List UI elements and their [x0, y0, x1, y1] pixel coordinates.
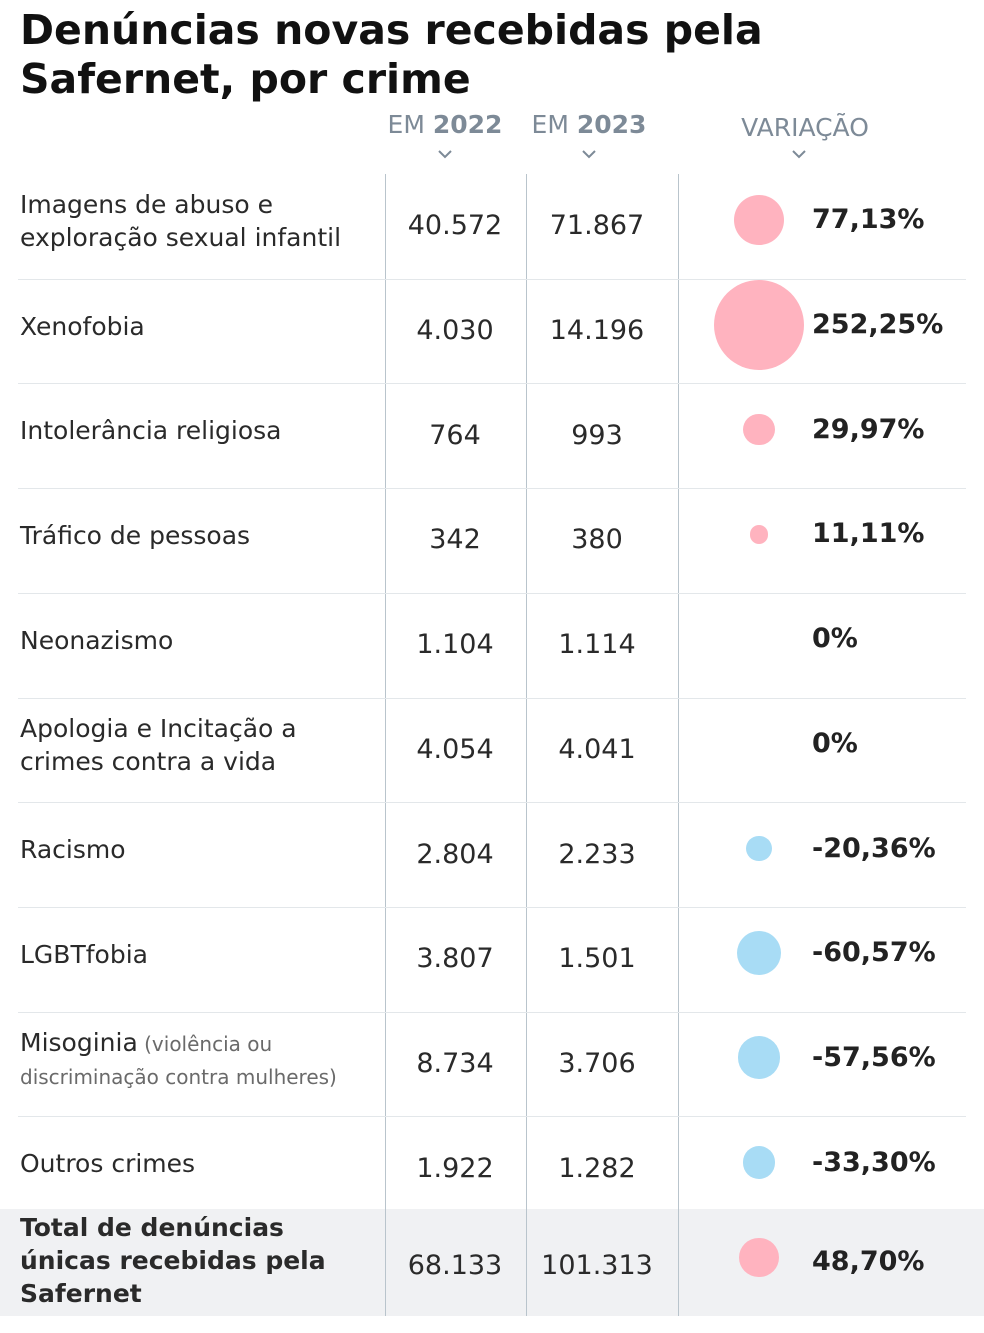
row-category-label: Xenofobia [20, 311, 145, 341]
header-variation-label: VARIAÇÃO [741, 113, 869, 142]
value-2022: 4.054 [416, 733, 494, 765]
row-divider [18, 278, 966, 280]
row-category: Imagens de abuso e exploração sexual inf… [20, 188, 380, 254]
value-2023: 3.706 [558, 1047, 636, 1079]
value-2022: 1.104 [416, 629, 494, 661]
variation-value: 0% [812, 727, 858, 759]
header-2022: EM 2022 [380, 110, 510, 139]
header-2023-prefix: EM [531, 110, 577, 139]
row-category-note: (violência ou discriminação contra mulhe… [20, 1031, 337, 1089]
value-2023: 2.233 [558, 838, 636, 870]
row-divider [18, 906, 966, 908]
page-title: Denúncias novas recebidas pela Safernet,… [20, 6, 763, 103]
column-divider [526, 174, 527, 1316]
total-row-background [0, 1209, 984, 1316]
value-2023: 71.867 [549, 210, 645, 242]
row-divider [18, 1116, 966, 1118]
value-2023: 993 [571, 419, 623, 451]
value-2023: 4.041 [558, 733, 636, 765]
total-variation-value: 48,70% [812, 1245, 925, 1277]
total-2023: 101.313 [541, 1249, 653, 1281]
variation-bubble [714, 280, 804, 371]
row-category-label: Racismo [20, 835, 126, 865]
variation-bubble [734, 195, 784, 246]
row-category: Outros crimes [20, 1147, 380, 1180]
value-2022: 3.807 [416, 943, 494, 975]
row-category: Intolerância religiosa [20, 414, 380, 447]
column-divider [678, 174, 679, 1316]
header-2023: EM 2023 [524, 110, 654, 139]
variation-value: -60,57% [812, 937, 936, 969]
value-2022: 8.734 [416, 1047, 494, 1079]
row-category-label: Outros crimes [20, 1149, 196, 1179]
value-2023: 14.196 [549, 315, 645, 347]
total-category: Total de denúncias únicas recebidas pela… [20, 1213, 326, 1308]
variation-value: 0% [812, 623, 858, 655]
row-category: Xenofobia [20, 310, 380, 343]
row-divider [18, 697, 966, 699]
row-category: Apologia e Incitação a crimes contra a v… [20, 712, 380, 778]
header-2022-year: 2022 [432, 110, 503, 139]
row-category: Tráfico de pessoas [20, 519, 380, 552]
variation-value: -20,36% [812, 832, 936, 864]
total-2022: 68.133 [407, 1249, 503, 1281]
variation-value: 29,97% [812, 413, 925, 445]
variation-bubble [742, 1146, 776, 1179]
value-2022: 342 [429, 524, 481, 556]
chevron-down-icon [438, 150, 452, 159]
variation-bubble [737, 1036, 781, 1080]
row-category: Misoginia (violência ou discriminação co… [20, 1026, 380, 1092]
chevron-down-icon [792, 150, 806, 159]
row-category-label: Tráfico de pessoas [20, 520, 251, 550]
value-2022: 4.030 [416, 315, 494, 347]
value-2022: 40.572 [407, 210, 503, 242]
row-category-label: Intolerância religiosa [20, 416, 282, 446]
row-divider [18, 1011, 966, 1013]
row-category-label: Neonazismo [20, 625, 174, 655]
value-2023: 380 [571, 524, 623, 556]
row-category-label: LGBTfobia [20, 939, 148, 969]
variation-bubble [746, 835, 772, 862]
row-category-label: Misoginia [20, 1027, 138, 1057]
row-divider [18, 488, 966, 490]
header-2022-prefix: EM [387, 110, 433, 139]
row-divider [18, 592, 966, 594]
column-divider [385, 174, 386, 1316]
value-2023: 1.501 [558, 943, 636, 975]
chevron-down-icon [582, 150, 596, 159]
value-2023: 1.282 [558, 1152, 636, 1184]
header-2023-year: 2023 [576, 110, 647, 139]
row-category-label: Apologia e Incitação a crimes contra a v… [20, 713, 297, 776]
variation-value: 252,25% [812, 309, 944, 341]
variation-value: -57,56% [812, 1041, 936, 1073]
variation-bubble [736, 931, 782, 976]
total-variation-bubble [739, 1237, 779, 1278]
value-2023: 1.114 [558, 629, 636, 661]
row-category-label: Imagens de abuso e exploração sexual inf… [20, 190, 342, 253]
variation-value: 77,13% [812, 204, 925, 236]
value-2022: 764 [429, 419, 481, 451]
row-divider [18, 802, 966, 804]
variation-value: -33,30% [812, 1146, 936, 1178]
row-divider [18, 383, 966, 385]
value-2022: 1.922 [416, 1152, 494, 1184]
row-category: LGBTfobia [20, 938, 380, 971]
variation-bubble [743, 414, 775, 446]
variation-value: 11,11% [812, 518, 925, 550]
row-category: Racismo [20, 833, 380, 866]
row-category: Neonazismo [20, 624, 380, 657]
header-variation: VARIAÇÃO [720, 113, 890, 142]
variation-bubble [749, 525, 769, 544]
value-2022: 2.804 [416, 838, 494, 870]
